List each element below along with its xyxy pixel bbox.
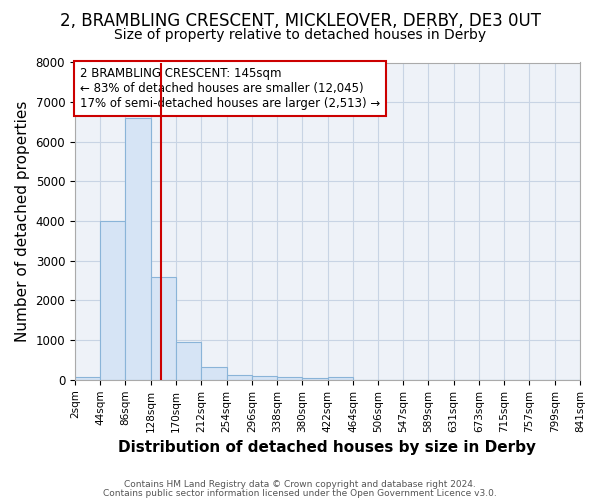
Bar [125,118,151,380]
Bar [227,375,252,380]
Text: Contains HM Land Registry data © Crown copyright and database right 2024.: Contains HM Land Registry data © Crown c… [124,480,476,489]
Text: Contains public sector information licensed under the Open Government Licence v3: Contains public sector information licen… [103,488,497,498]
Text: Size of property relative to detached houses in Derby: Size of property relative to detached ho… [114,28,486,42]
Bar [302,378,328,380]
Y-axis label: Number of detached properties: Number of detached properties [15,100,30,342]
Bar [202,367,227,380]
Bar [75,377,100,380]
Bar [252,376,277,380]
Bar [328,377,353,380]
Text: 2, BRAMBLING CRESCENT, MICKLEOVER, DERBY, DE3 0UT: 2, BRAMBLING CRESCENT, MICKLEOVER, DERBY… [59,12,541,30]
Bar [151,276,176,380]
Bar [176,342,202,380]
Bar [100,221,125,380]
Text: 2 BRAMBLING CRESCENT: 145sqm
← 83% of detached houses are smaller (12,045)
17% o: 2 BRAMBLING CRESCENT: 145sqm ← 83% of de… [80,68,380,110]
Bar [277,377,302,380]
X-axis label: Distribution of detached houses by size in Derby: Distribution of detached houses by size … [118,440,536,455]
